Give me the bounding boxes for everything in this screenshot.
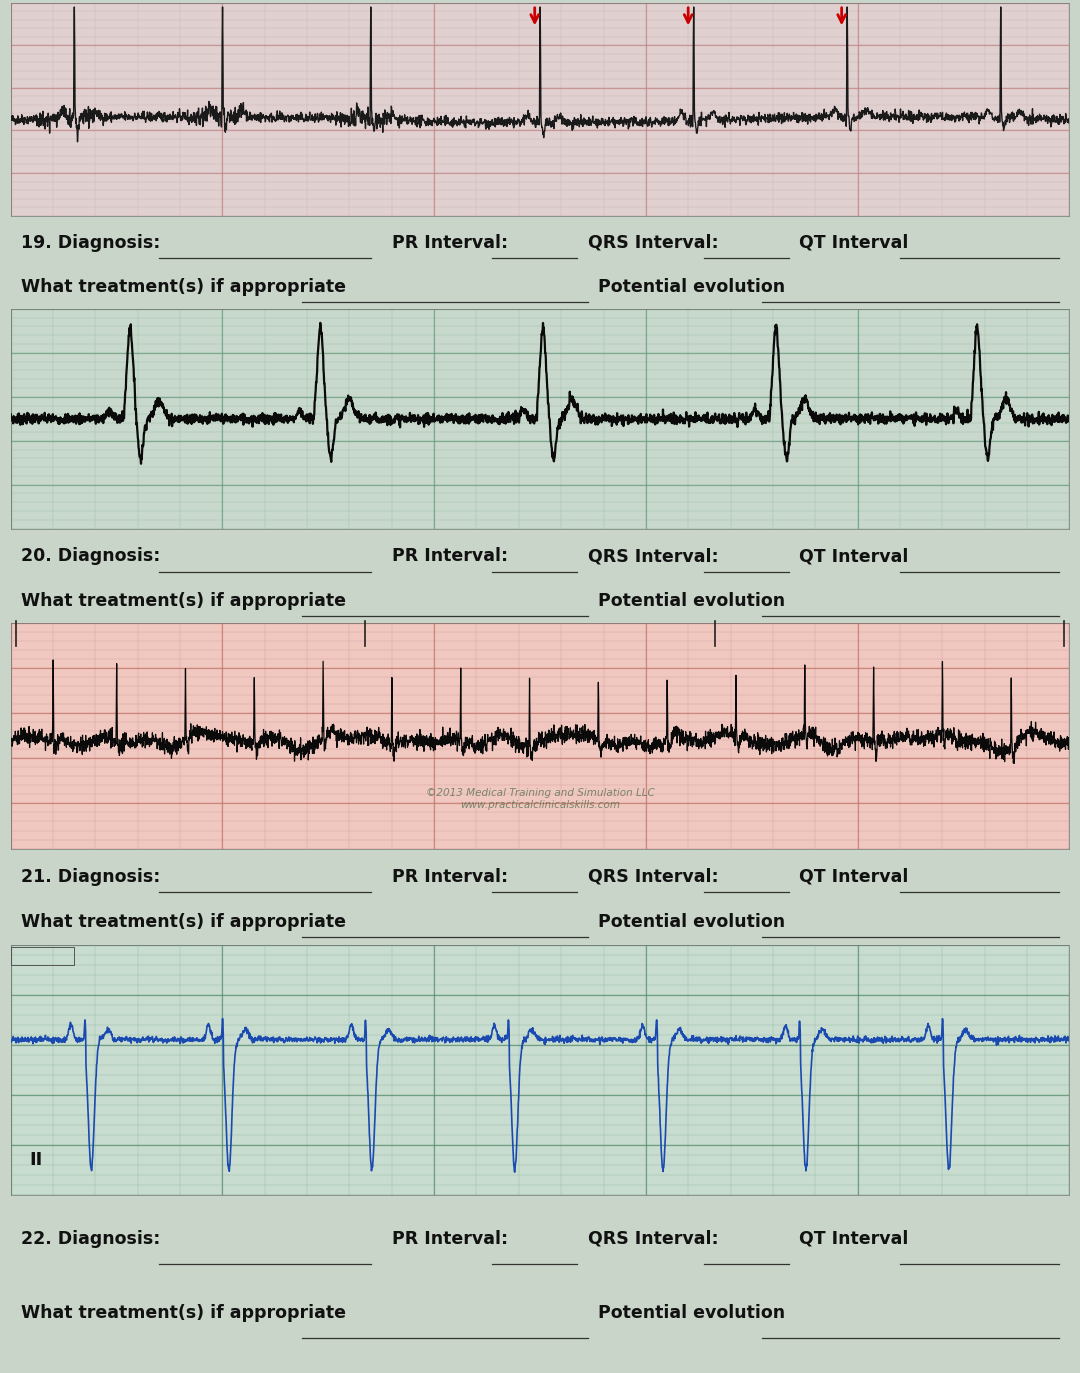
Text: 21. Diagnosis:: 21. Diagnosis: bbox=[22, 868, 161, 886]
Text: QT Interval: QT Interval bbox=[799, 233, 908, 251]
Text: What treatment(s) if appropriate: What treatment(s) if appropriate bbox=[22, 913, 347, 931]
Text: What treatment(s) if appropriate: What treatment(s) if appropriate bbox=[22, 1304, 347, 1322]
Text: II: II bbox=[30, 1151, 43, 1168]
Text: ©2013 Medical Training and Simulation LLC
www.practicalclinicalskills.com: ©2013 Medical Training and Simulation LL… bbox=[426, 788, 654, 810]
Text: Potential evolution: Potential evolution bbox=[598, 913, 785, 931]
Text: QRS Interval:: QRS Interval: bbox=[588, 548, 718, 566]
Text: QRS Interval:: QRS Interval: bbox=[588, 233, 718, 251]
Text: PR Interval:: PR Interval: bbox=[392, 868, 508, 886]
Text: Potential evolution: Potential evolution bbox=[598, 277, 785, 295]
Text: PR Interval:: PR Interval: bbox=[392, 233, 508, 251]
Text: PR Interval:: PR Interval: bbox=[392, 1230, 508, 1248]
Text: QRS Interval:: QRS Interval: bbox=[588, 868, 718, 886]
Text: QT Interval: QT Interval bbox=[799, 1230, 908, 1248]
Text: 20. Diagnosis:: 20. Diagnosis: bbox=[22, 548, 161, 566]
Text: What treatment(s) if appropriate: What treatment(s) if appropriate bbox=[22, 277, 347, 295]
Text: 22. Diagnosis:: 22. Diagnosis: bbox=[22, 1230, 161, 1248]
Text: QT Interval: QT Interval bbox=[799, 548, 908, 566]
Text: QRS Interval:: QRS Interval: bbox=[588, 1230, 718, 1248]
Text: What treatment(s) if appropriate: What treatment(s) if appropriate bbox=[22, 592, 347, 610]
Text: Potential evolution: Potential evolution bbox=[598, 1304, 785, 1322]
Text: 19. Diagnosis:: 19. Diagnosis: bbox=[22, 233, 161, 251]
Text: QT Interval: QT Interval bbox=[799, 868, 908, 886]
Text: Potential evolution: Potential evolution bbox=[598, 592, 785, 610]
Text: PR Interval:: PR Interval: bbox=[392, 548, 508, 566]
